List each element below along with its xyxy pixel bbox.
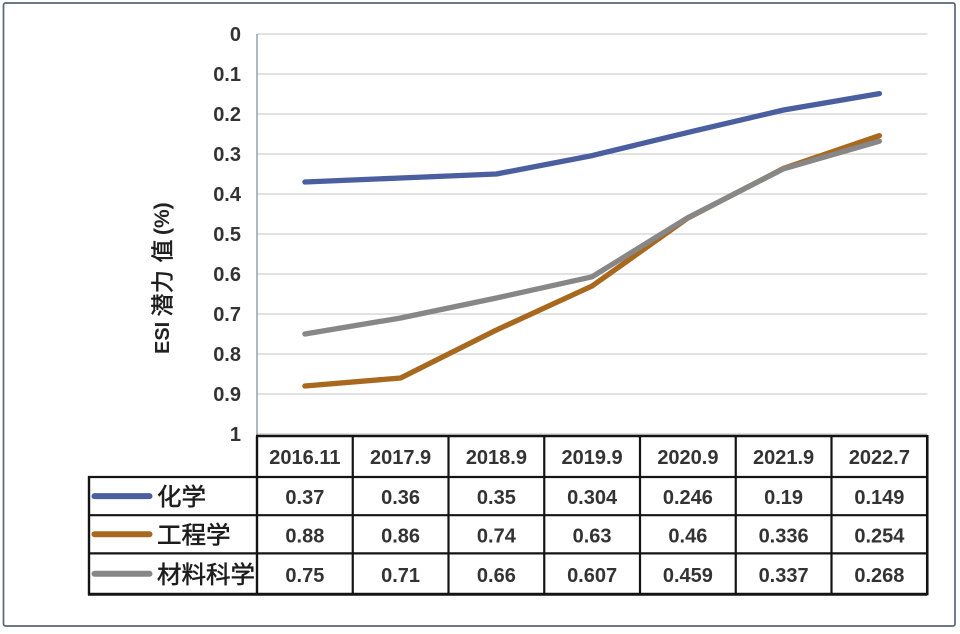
svg-text:0.35: 0.35: [477, 487, 516, 509]
svg-text:2016.11: 2016.11: [269, 447, 340, 469]
svg-text:2021.9: 2021.9: [753, 447, 814, 469]
svg-text:2022.7: 2022.7: [849, 447, 910, 469]
svg-text:ESI: ESI: [152, 322, 174, 354]
svg-text:0.6: 0.6: [213, 264, 241, 286]
svg-text:0.46: 0.46: [668, 525, 707, 547]
svg-text:0: 0: [230, 24, 241, 46]
svg-text:0.246: 0.246: [663, 487, 713, 509]
svg-text:0.74: 0.74: [477, 525, 517, 547]
svg-text:0.304: 0.304: [567, 487, 618, 509]
svg-text:0.86: 0.86: [381, 525, 420, 547]
svg-text:0.88: 0.88: [285, 525, 324, 547]
svg-text:0.75: 0.75: [285, 565, 324, 587]
svg-text:1: 1: [230, 424, 241, 446]
svg-text:0.336: 0.336: [759, 525, 809, 547]
svg-text:0.5: 0.5: [213, 224, 241, 246]
svg-text:0.71: 0.71: [381, 565, 420, 587]
svg-text:0.3: 0.3: [213, 144, 241, 166]
svg-text:2020.9: 2020.9: [657, 447, 718, 469]
svg-text:0.9: 0.9: [213, 384, 241, 406]
svg-text:0.268: 0.268: [854, 565, 904, 587]
svg-text:0.4: 0.4: [213, 184, 242, 206]
svg-text:0.8: 0.8: [213, 344, 241, 366]
svg-text:0.254: 0.254: [854, 525, 905, 547]
svg-text:0.66: 0.66: [477, 565, 516, 587]
svg-text:0.63: 0.63: [573, 525, 612, 547]
svg-text:0.607: 0.607: [567, 565, 617, 587]
svg-text:0.149: 0.149: [854, 487, 904, 509]
svg-text:0.19: 0.19: [764, 487, 803, 509]
svg-text:0.1: 0.1: [213, 64, 241, 86]
svg-text:0.337: 0.337: [759, 565, 809, 587]
svg-text:0.2: 0.2: [213, 104, 241, 126]
svg-text:0.36: 0.36: [381, 487, 420, 509]
svg-text:2019.9: 2019.9: [562, 447, 623, 469]
svg-text:2018.9: 2018.9: [466, 447, 527, 469]
svg-text:(%): (%): [151, 202, 174, 235]
svg-text:0.37: 0.37: [285, 487, 324, 509]
svg-text:2017.9: 2017.9: [370, 447, 431, 469]
svg-text:0.7: 0.7: [213, 304, 241, 326]
svg-text:0.459: 0.459: [663, 565, 713, 587]
